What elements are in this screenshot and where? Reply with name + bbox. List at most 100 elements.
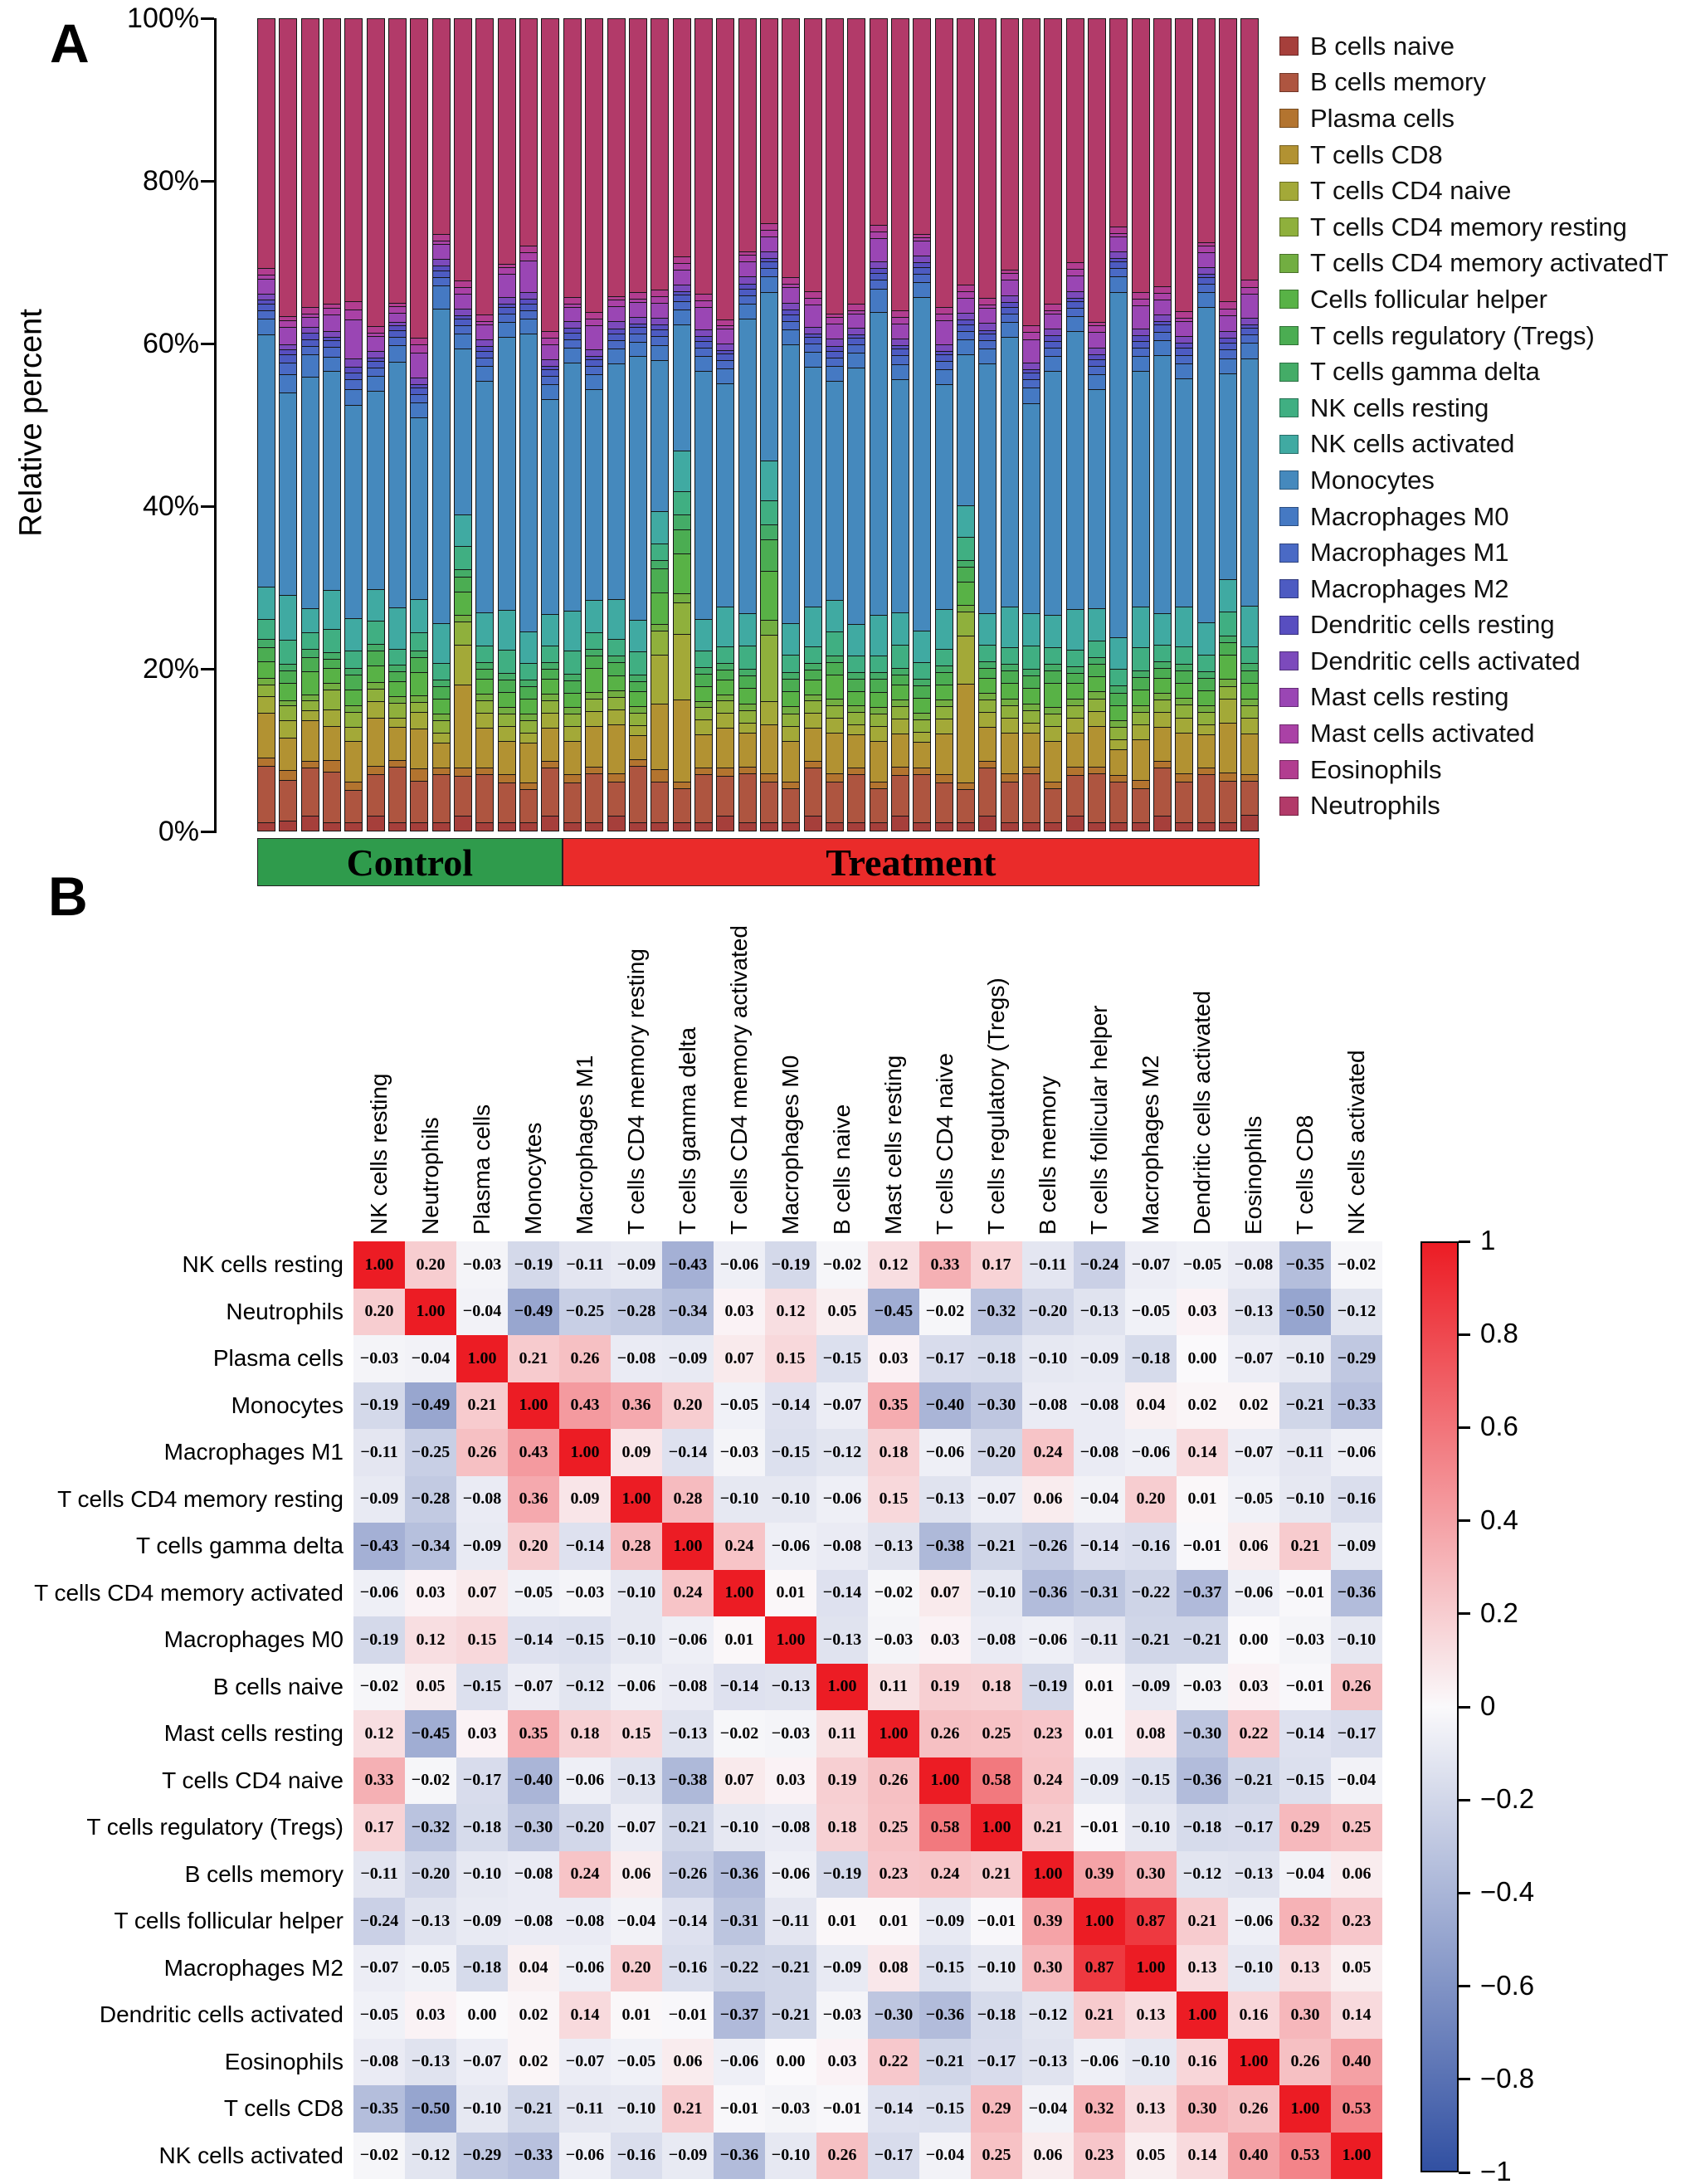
heatmap-row-label: Dendritic cells activated <box>99 2001 344 2028</box>
bar-segment-mast-cells-resting <box>411 353 428 378</box>
bar-segment-plasma-cells <box>1110 774 1128 782</box>
bar-segment-cells-follicular-helper <box>782 691 800 707</box>
bar-segment-t-cells-gamma-delta <box>979 661 996 669</box>
bar-segment-macrophages-m0 <box>1241 343 1259 358</box>
bar-segment-cells-follicular-helper <box>301 671 319 695</box>
bar-segment-dendritic-cells-activated <box>367 351 384 358</box>
bar-segment-plasma-cells <box>958 782 974 789</box>
heatmap-cell: 0.24 <box>559 1850 611 1898</box>
heatmap-cell: −0.13 <box>611 1757 662 1804</box>
heatmap-cell: −0.28 <box>611 1288 662 1335</box>
bar-segment-nk-cells-resting <box>891 644 909 668</box>
bar-segment-mast-cells-activated <box>1154 293 1172 300</box>
bar-segment-macrophages-m2 <box>563 333 581 340</box>
bar-segment-nk-cells-activated <box>694 618 712 651</box>
bar-segment-macrophages-m2 <box>1110 261 1128 269</box>
bar-segment-t-cells-cd4-memory-resting <box>411 702 428 713</box>
heatmap-cell: −0.17 <box>456 1757 508 1804</box>
bar-segment-t-cells-regulatory-tregs <box>1132 677 1149 690</box>
bar-segment-mast-cells-activated <box>411 344 428 353</box>
bar-segment-macrophages-m0 <box>498 322 515 338</box>
bar-segment-b-cells-naive <box>1045 821 1062 831</box>
stacked-bar <box>934 18 953 831</box>
heatmap-cell: −0.03 <box>714 1429 765 1476</box>
bar-segment-t-cells-gamma-delta <box>1089 656 1106 665</box>
bar-segment-monocytes <box>563 363 581 611</box>
heatmap-cell: 0.03 <box>765 1757 816 1804</box>
bar-segment-b-cells-memory <box>1089 773 1106 822</box>
heatmap-cell: −0.10 <box>714 1804 765 1851</box>
bar-segment-nk-cells-activated <box>280 595 297 641</box>
bar-segment-t-cells-cd8 <box>870 741 887 782</box>
bar-segment-nk-cells-resting <box>848 655 865 672</box>
bar-segment-monocytes <box>1089 389 1106 609</box>
heatmap-cell: 0.16 <box>1228 1991 1279 2039</box>
bar-segment-b-cells-naive <box>258 821 275 831</box>
legend-label: T cells gamma delta <box>1310 357 1540 387</box>
bar-segment-eosinophils <box>826 314 843 318</box>
y-tick-mark <box>201 505 214 508</box>
heatmap-cell: 0.35 <box>868 1382 919 1429</box>
bar-segment-t-cells-cd4-memory-activatedt <box>629 705 646 713</box>
bar-segment-macrophages-m1 <box>1089 365 1106 375</box>
bar-segment-t-cells-cd4-memory-resting <box>476 700 494 714</box>
heatmap-cell: −0.35 <box>1279 1241 1331 1289</box>
heatmap-cell: −0.30 <box>508 1804 559 1851</box>
heatmap-cell: −0.09 <box>662 2132 714 2179</box>
bar-segment-t-cells-cd4-memory-activatedt <box>1001 698 1018 705</box>
heatmap-cell: −0.49 <box>405 1382 456 1429</box>
bar-segment-mast-cells-activated <box>979 305 996 309</box>
bar-segment-dendritic-cells-resting <box>498 304 515 308</box>
heatmap-cell: −0.17 <box>1228 1804 1279 1851</box>
heatmap-cell: 0.35 <box>508 1710 559 1757</box>
bar-segment-b-cells-naive <box>1241 815 1259 831</box>
bar-segment-t-cells-cd4-memory-activatedt <box>804 694 821 701</box>
heatmap-cell: 1.00 <box>1331 2132 1382 2179</box>
bar-segment-monocytes <box>935 383 953 609</box>
bar-segment-nk-cells-activated <box>1197 622 1215 655</box>
bar-segment-t-cells-gamma-delta <box>848 671 865 679</box>
bar-segment-macrophages-m0 <box>1132 355 1149 372</box>
bar-segment-t-cells-cd4-naive <box>432 733 450 743</box>
heatmap-cell: 0.08 <box>868 1944 919 1991</box>
bar-segment-t-cells-cd8 <box>826 733 843 773</box>
heatmap-cell: −0.14 <box>765 1382 816 1429</box>
legend-swatch-macrophages-m2 <box>1279 579 1299 599</box>
heatmap-cell: 0.21 <box>1177 1898 1228 1945</box>
bar-segment-t-cells-cd4-memory-resting <box>1241 704 1259 719</box>
heatmap-cell: −0.10 <box>765 2132 816 2179</box>
bar-segment-neutrophils <box>782 19 800 278</box>
bar-segment-t-cells-cd4-naive <box>455 645 472 685</box>
bar-segment-t-cells-regulatory-tregs <box>651 568 669 592</box>
legend-item: Neutrophils <box>1279 787 1686 824</box>
bar-segment-t-cells-gamma-delta <box>760 524 777 539</box>
legend-label: T cells CD4 memory activatedT <box>1310 248 1669 278</box>
bar-segment-nk-cells-resting <box>870 655 887 673</box>
bar-segment-macrophages-m1 <box>542 376 559 384</box>
group-control: Control <box>257 838 563 886</box>
heatmap-cell: 0.18 <box>971 1663 1022 1710</box>
bar-segment-t-cells-gamma-delta <box>258 639 275 647</box>
bar-segment-t-cells-regulatory-tregs <box>1197 677 1215 690</box>
bar-segment-eosinophils <box>367 326 384 334</box>
bar-segment-mast-cells-resting <box>651 302 669 319</box>
bar-segment-t-cells-cd4-memory-resting <box>760 635 777 701</box>
heatmap-cell: −0.18 <box>971 1335 1022 1382</box>
bar-segment-eosinophils <box>958 284 974 291</box>
bar-segment-dendritic-cells-activated <box>476 339 494 347</box>
heatmap-cell: −0.16 <box>1331 1475 1382 1523</box>
bar-segment-t-cells-cd8 <box>324 725 341 760</box>
bar-segment-t-cells-cd8 <box>280 738 297 771</box>
bar-segment-t-cells-cd4-memory-activatedt <box>717 694 734 701</box>
bar-segment-t-cells-cd4-memory-activatedt <box>1132 704 1149 712</box>
bar-segment-t-cells-regulatory-tregs <box>367 651 384 666</box>
bar-segment-t-cells-cd8 <box>914 742 931 768</box>
heatmap-cell: −0.12 <box>405 2132 456 2179</box>
heatmap-cell: 0.07 <box>456 1569 508 1616</box>
bar-segment-monocytes <box>804 367 821 607</box>
legend-item: Plasma cells <box>1279 100 1686 137</box>
stacked-bar <box>759 18 778 831</box>
legend-item: Mast cells resting <box>1279 680 1686 716</box>
bar-segment-plasma-cells <box>1197 767 1215 774</box>
bar-segment-eosinophils <box>389 302 407 306</box>
